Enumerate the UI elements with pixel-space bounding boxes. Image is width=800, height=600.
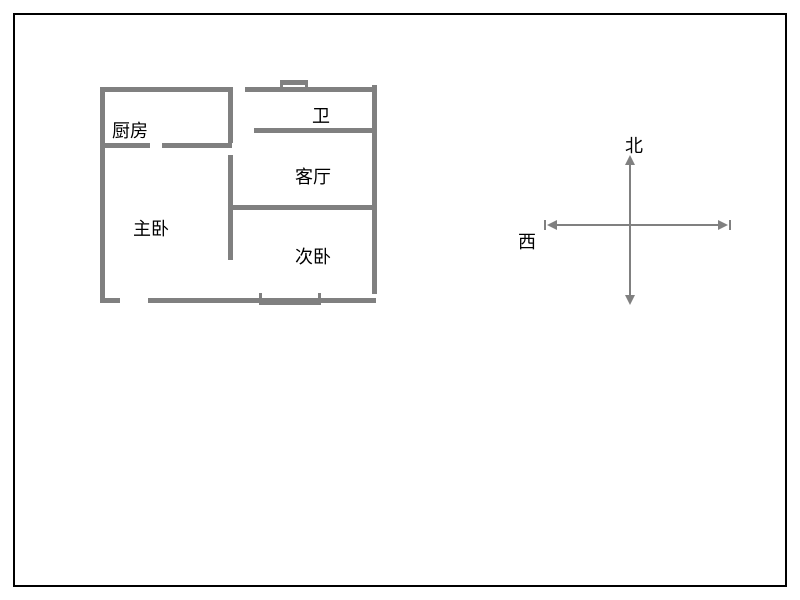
compass-north-label: 北 (625, 132, 643, 158)
wall-segment (259, 300, 321, 305)
wall-segment (305, 80, 308, 90)
wall-segment (162, 143, 232, 148)
wall-segment (318, 293, 321, 305)
compass-west-label: 西 (518, 228, 536, 254)
outer-frame (13, 13, 787, 587)
wall-segment (100, 298, 120, 303)
wall-segment (254, 128, 374, 133)
wall-segment (100, 87, 230, 92)
wall-segment (245, 87, 375, 92)
wall-segment (259, 293, 262, 305)
wall-segment (280, 80, 283, 90)
wall-segment (228, 87, 233, 143)
wall-segment (228, 205, 374, 210)
wall-segment (372, 85, 377, 294)
master-bedroom-label: 主卧 (133, 215, 169, 241)
bathroom-label: 卫 (312, 102, 330, 128)
wall-segment (280, 80, 308, 85)
kitchen-label: 厨房 (112, 117, 148, 143)
wall-segment (100, 143, 150, 148)
living-room-label: 客厅 (295, 163, 331, 189)
wall-segment (100, 87, 105, 303)
second-bedroom-label: 次卧 (295, 243, 331, 269)
